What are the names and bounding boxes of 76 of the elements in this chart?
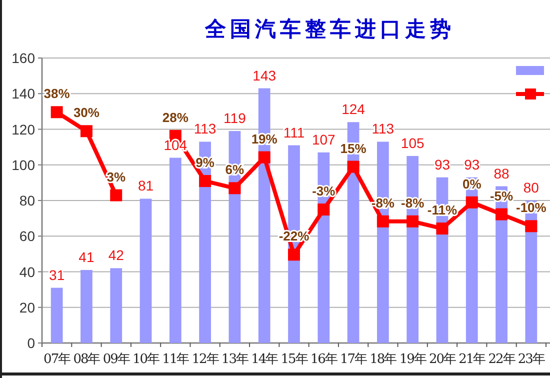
- data-label: -10%: [516, 200, 547, 216]
- data-label: 28%: [162, 110, 189, 125]
- x-tick-label: 23年: [518, 352, 546, 367]
- bar: [50, 288, 63, 343]
- point: [258, 151, 270, 164]
- data-label: 0%: [462, 176, 482, 192]
- bar: [110, 268, 122, 343]
- point: [199, 175, 212, 188]
- data-label: 111: [283, 124, 305, 140]
- point: [50, 106, 63, 118]
- x-tick-label: 19年: [399, 352, 427, 367]
- data-label: 119: [224, 110, 246, 126]
- point: [436, 222, 448, 235]
- x-tick-label: 10年: [132, 352, 160, 367]
- x-tick-label: 09年: [102, 352, 130, 367]
- x-tick-label: 14年: [251, 352, 279, 367]
- data-label: -3%: [312, 184, 336, 199]
- x-tick-label: 17年: [340, 352, 368, 367]
- data-label: 113: [372, 120, 394, 137]
- x-tick-label: 18年: [370, 352, 398, 367]
- data-label: 81: [138, 178, 154, 194]
- y-tick-label: 120: [12, 121, 36, 138]
- point: [228, 182, 241, 194]
- point: [318, 204, 330, 216]
- data-label: 38%: [44, 86, 70, 102]
- data-label: -8%: [401, 195, 425, 210]
- x-tick-label: 20年: [428, 352, 457, 367]
- data-label: 41: [78, 248, 94, 265]
- y-tick-label: 80: [19, 192, 36, 208]
- chart-title: 全国汽车整车进口走势: [204, 16, 455, 41]
- bar: [80, 270, 92, 343]
- y-tick-label: 140: [12, 86, 36, 102]
- point: [525, 220, 538, 232]
- data-label: 113: [194, 120, 216, 137]
- x-tick-label: 16年: [310, 352, 338, 367]
- data-label: -5%: [490, 188, 514, 204]
- x-tick-label: 21年: [458, 352, 486, 367]
- data-label: 93: [434, 156, 450, 172]
- data-label: 80: [523, 180, 540, 196]
- point: [406, 215, 419, 228]
- y-tick-label: 20: [19, 299, 36, 316]
- x-tick-label: 22年: [488, 352, 516, 367]
- x-tick-label: 07年: [44, 352, 72, 367]
- x-tick-label: 08年: [73, 352, 101, 367]
- x-tick-label: 11年: [162, 352, 190, 367]
- data-label: 9%: [196, 155, 215, 170]
- data-label: 107: [312, 131, 336, 148]
- y-tick-label: 160: [12, 50, 36, 66]
- y-tick-label: 60: [19, 228, 36, 244]
- data-label: 88: [494, 165, 510, 182]
- data-label: 42: [108, 247, 124, 264]
- point: [288, 248, 300, 261]
- data-label: 124: [342, 101, 366, 118]
- data-label: 143: [252, 67, 276, 84]
- bar: [169, 158, 182, 343]
- data-label: 93: [464, 156, 480, 172]
- bar: [140, 198, 152, 343]
- data-label: -11%: [427, 202, 458, 218]
- y-tick-label: 0: [27, 335, 36, 351]
- x-tick-label: 13年: [221, 352, 249, 367]
- x-tick-label: 12年: [192, 352, 220, 367]
- y-tick-label: 40: [19, 264, 36, 280]
- point: [376, 215, 389, 228]
- x-tick-label: 15年: [280, 352, 308, 367]
- data-label: 31: [49, 266, 65, 283]
- point: [80, 125, 92, 138]
- data-label: 6%: [225, 162, 245, 178]
- data-label: 15%: [340, 140, 367, 156]
- data-label: 105: [400, 134, 424, 151]
- point: [466, 196, 478, 208]
- point: [110, 189, 122, 202]
- data-label: 19%: [251, 131, 278, 146]
- data-label: 30%: [73, 105, 100, 120]
- y-tick-label: 100: [12, 156, 36, 173]
- point: [496, 208, 508, 220]
- point: [347, 160, 360, 173]
